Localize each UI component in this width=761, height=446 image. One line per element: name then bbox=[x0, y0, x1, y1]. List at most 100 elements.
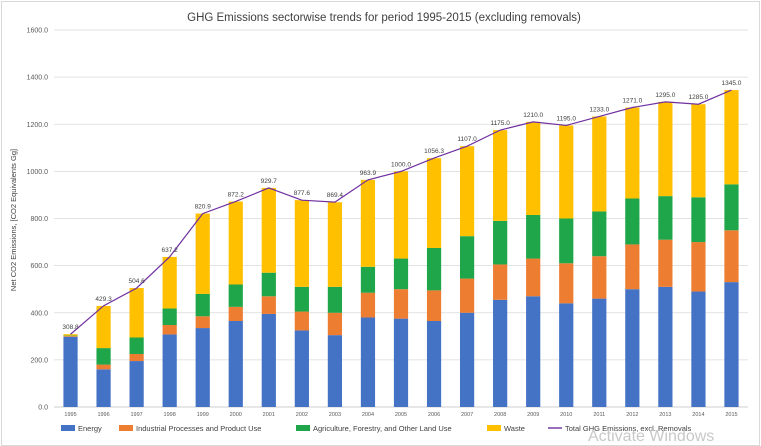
bar-energy-2015 bbox=[724, 282, 739, 407]
total-label-1997: 504.6 bbox=[128, 278, 145, 285]
legend-label: Agriculture, Forestry, and Other Land Us… bbox=[313, 424, 452, 433]
y-tick-label: 400.0 bbox=[30, 310, 48, 317]
bar-industrial-processes-and-product-use-2010 bbox=[559, 263, 574, 304]
bar-agriculture-1996 bbox=[96, 348, 111, 365]
bar-agriculture-2012 bbox=[625, 198, 640, 245]
legend-label: Total GHG Emissions, excl. Removals bbox=[565, 424, 692, 433]
legend-swatch bbox=[119, 425, 133, 431]
bar-energy-2005 bbox=[393, 318, 409, 407]
x-tick-label: 1999 bbox=[197, 412, 209, 418]
bar-industrial-processes-and-product-use-2012 bbox=[625, 244, 640, 290]
bar-energy-2009 bbox=[526, 296, 541, 407]
bar-energy-2004 bbox=[360, 317, 376, 407]
bar-industrial-processes-and-product-use-2003 bbox=[327, 312, 343, 336]
bar-energy-2010 bbox=[559, 303, 574, 407]
legend-swatch bbox=[296, 425, 310, 431]
legend-swatch bbox=[61, 425, 75, 431]
bar-agriculture-1998 bbox=[162, 308, 177, 326]
bar-waste-2006 bbox=[426, 158, 442, 248]
total-label-2005: 1000.0 bbox=[391, 161, 411, 168]
bar-industrial-processes-and-product-use-1997 bbox=[129, 353, 144, 362]
total-label-2003: 869.4 bbox=[327, 192, 344, 199]
bar-industrial-processes-and-product-use-1995 bbox=[63, 336, 78, 337]
bar-energy-1995 bbox=[63, 336, 78, 407]
total-label-2009: 1210.0 bbox=[523, 112, 543, 119]
bar-waste-1995 bbox=[63, 334, 78, 336]
x-tick-label: 2014 bbox=[692, 412, 704, 418]
x-tick-label: 2002 bbox=[296, 412, 308, 418]
bar-waste-1999 bbox=[195, 213, 210, 294]
total-label-1995: 308.8 bbox=[62, 324, 79, 331]
bar-industrial-processes-and-product-use-1999 bbox=[195, 316, 210, 329]
bar-waste-2001 bbox=[261, 187, 276, 273]
total-label-2015: 1345.0 bbox=[722, 80, 742, 87]
bar-industrial-processes-and-product-use-2007 bbox=[459, 278, 475, 313]
bar-waste-1997 bbox=[129, 288, 144, 338]
bar-waste-2000 bbox=[228, 201, 243, 285]
bar-industrial-processes-and-product-use-2002 bbox=[294, 311, 309, 331]
bar-waste-2003 bbox=[327, 202, 343, 287]
x-tick-label: 2009 bbox=[527, 412, 539, 418]
total-label-2000: 872.2 bbox=[228, 191, 245, 198]
bar-agriculture-2015 bbox=[724, 184, 739, 231]
total-label-2014: 1285.0 bbox=[688, 94, 708, 101]
bar-agriculture-2010 bbox=[559, 218, 574, 264]
bar-waste-2010 bbox=[559, 125, 574, 219]
bar-waste-1998 bbox=[162, 256, 177, 309]
x-tick-label: 2011 bbox=[593, 412, 605, 418]
bar-energy-1997 bbox=[129, 361, 144, 407]
bar-energy-1998 bbox=[162, 334, 177, 407]
bar-waste-2007 bbox=[459, 146, 475, 237]
bar-waste-2004 bbox=[360, 179, 376, 267]
bar-industrial-processes-and-product-use-1998 bbox=[162, 325, 177, 335]
bar-energy-2013 bbox=[658, 286, 673, 407]
bar-energy-1996 bbox=[96, 369, 111, 407]
x-tick-label: 2004 bbox=[362, 412, 374, 418]
bar-agriculture-2014 bbox=[691, 197, 706, 243]
bar-energy-2006 bbox=[426, 320, 442, 407]
y-tick-label: 600.0 bbox=[30, 263, 48, 270]
bar-agriculture-2009 bbox=[526, 214, 541, 259]
bar-waste-2011 bbox=[592, 116, 607, 212]
x-tick-label: 1998 bbox=[164, 412, 176, 418]
legend-label: Energy bbox=[78, 424, 102, 433]
x-tick-label: 2015 bbox=[725, 412, 737, 418]
y-axis-ticks: 0.0 200.0 400.0 600.0 800.0 1000.0 1200.0 1400.… bbox=[27, 28, 49, 412]
bar-industrial-processes-and-product-use-2009 bbox=[526, 258, 541, 297]
y-axis-title: Net CO2 Emissions, [CO2 Equivalents Gg] bbox=[9, 149, 18, 291]
y-tick-label: 200.0 bbox=[30, 357, 48, 364]
total-label-2007: 1107.0 bbox=[457, 136, 477, 143]
total-label-2011: 1233.0 bbox=[589, 106, 609, 113]
x-tick-label: 2007 bbox=[461, 412, 473, 418]
bar-waste-1996 bbox=[96, 305, 111, 349]
x-tick-label: 2010 bbox=[560, 412, 572, 418]
x-tick-label: 1996 bbox=[97, 412, 109, 418]
legend-label: Industrial Processes and Product Use bbox=[136, 424, 261, 433]
bar-agriculture-1999 bbox=[195, 293, 210, 317]
bar-industrial-processes-and-product-use-2014 bbox=[691, 242, 706, 292]
total-label-2006: 1056.3 bbox=[424, 148, 444, 155]
bar-waste-2005 bbox=[393, 171, 409, 259]
y-tick-label: 1400.0 bbox=[27, 75, 49, 82]
bar-waste-2014 bbox=[691, 104, 706, 198]
bar-energy-2000 bbox=[228, 320, 243, 407]
x-tick-label: 2008 bbox=[494, 412, 506, 418]
x-tick-label: 2003 bbox=[329, 412, 341, 418]
bars bbox=[63, 90, 739, 407]
total-label-2001: 929.7 bbox=[261, 178, 278, 185]
x-axis-ticks: 1995 1996 1997 1998 1999 2000 2001 2002 2003 2004… bbox=[64, 412, 737, 418]
bar-industrial-processes-and-product-use-2008 bbox=[493, 264, 508, 300]
total-label-2012: 1271.0 bbox=[622, 98, 642, 105]
bar-energy-2003 bbox=[327, 335, 343, 407]
total-label-2013: 1295.0 bbox=[655, 92, 675, 99]
bar-agriculture-2006 bbox=[426, 247, 442, 291]
bar-energy-2007 bbox=[459, 312, 475, 407]
total-label-1998: 637.2 bbox=[162, 247, 179, 254]
windows-watermark: Activate Windows bbox=[588, 428, 714, 445]
bar-agriculture-2011 bbox=[592, 211, 607, 257]
bar-waste-2008 bbox=[493, 130, 508, 221]
total-label-1996: 429.3 bbox=[95, 296, 112, 303]
bar-agriculture-2007 bbox=[459, 236, 475, 279]
legend-label: Waste bbox=[504, 424, 525, 433]
